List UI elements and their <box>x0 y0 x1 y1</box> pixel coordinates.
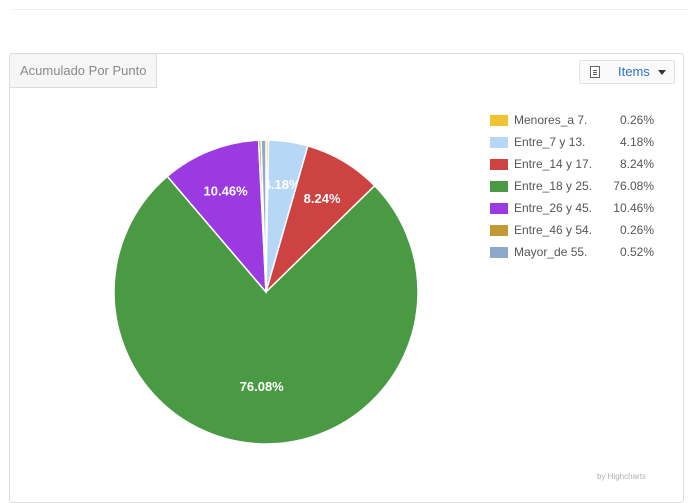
chart-legend: Menores_a 7. 0.26% Entre_7 y 13. 4.18% Entre… <box>490 112 660 266</box>
legend-label: Entre_46 y 54. <box>514 223 593 237</box>
caret-down-icon <box>658 70 666 75</box>
pie-data-label: 10.46% <box>204 183 249 198</box>
legend-swatch <box>490 181 508 192</box>
panel-tab-title[interactable]: Acumulado Por Punto <box>10 54 158 88</box>
legend-value: 8.24% <box>619 157 654 171</box>
legend-item[interactable]: Entre_26 y 45. 10.46% <box>490 200 660 222</box>
legend-value: 0.52% <box>619 245 654 259</box>
pie-data-label: 76.08% <box>240 379 285 394</box>
pie-slice[interactable] <box>260 139 267 293</box>
pie-slice[interactable] <box>113 175 419 445</box>
legend-swatch <box>490 159 508 170</box>
legend-swatch <box>490 247 508 258</box>
top-divider <box>12 9 688 10</box>
legend-item[interactable]: Entre_46 y 54. 0.26% <box>490 222 660 244</box>
legend-value: 76.08% <box>613 179 654 193</box>
chart-credits: by Highcharts <box>597 472 646 481</box>
legend-label: Entre_26 y 45. <box>514 201 593 215</box>
legend-label: Entre_18 y 25. <box>514 179 593 193</box>
pie-slice[interactable] <box>166 139 267 295</box>
legend-item[interactable]: Menores_a 7. 0.26% <box>490 112 660 134</box>
legend-value: 10.46% <box>613 201 654 215</box>
legend-item[interactable]: Entre_14 y 17. 8.24% <box>490 156 660 178</box>
legend-value: 0.26% <box>619 223 654 237</box>
legend-label: Mayor_de 55. <box>514 245 588 259</box>
legend-item[interactable]: Entre_18 y 25. 76.08% <box>490 178 660 200</box>
legend-item[interactable]: Entre_7 y 13. 4.18% <box>490 134 660 156</box>
items-dropdown-button[interactable]: Items <box>579 60 675 84</box>
legend-label: Menores_a 7. <box>514 113 588 127</box>
legend-item[interactable]: Mayor_de 55. 0.52% <box>490 244 660 266</box>
legend-label: Entre_7 y 13. <box>514 135 586 149</box>
legend-swatch <box>490 225 508 236</box>
pie-data-label: 4.18% <box>264 177 301 192</box>
legend-swatch <box>490 115 508 126</box>
legend-value: 4.18% <box>619 135 654 149</box>
legend-value: 0.26% <box>619 113 654 127</box>
pie-data-label: 8.24% <box>304 191 341 206</box>
items-button-label: Items <box>618 64 650 79</box>
document-icon <box>590 66 600 78</box>
legend-label: Entre_14 y 17. <box>514 157 593 171</box>
legend-swatch <box>490 203 508 214</box>
legend-swatch <box>490 137 508 148</box>
